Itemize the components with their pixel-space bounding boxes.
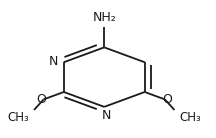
Text: N: N <box>49 55 59 68</box>
Text: O: O <box>37 93 46 106</box>
Text: CH₃: CH₃ <box>180 111 202 124</box>
Text: N: N <box>102 109 111 122</box>
Text: O: O <box>162 93 172 106</box>
Text: CH₃: CH₃ <box>7 111 29 124</box>
Text: NH₂: NH₂ <box>92 11 116 24</box>
